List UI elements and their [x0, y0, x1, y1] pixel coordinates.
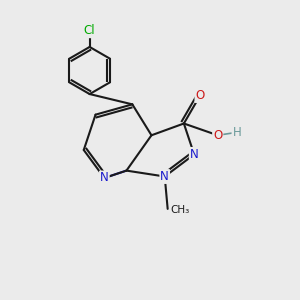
Text: Cl: Cl: [84, 24, 95, 37]
Text: N: N: [160, 170, 169, 183]
Text: CH₃: CH₃: [171, 206, 190, 215]
Text: H: H: [232, 126, 241, 139]
Text: N: N: [190, 148, 199, 161]
Text: O: O: [213, 129, 222, 142]
Text: O: O: [195, 89, 205, 102]
Text: N: N: [100, 172, 109, 184]
